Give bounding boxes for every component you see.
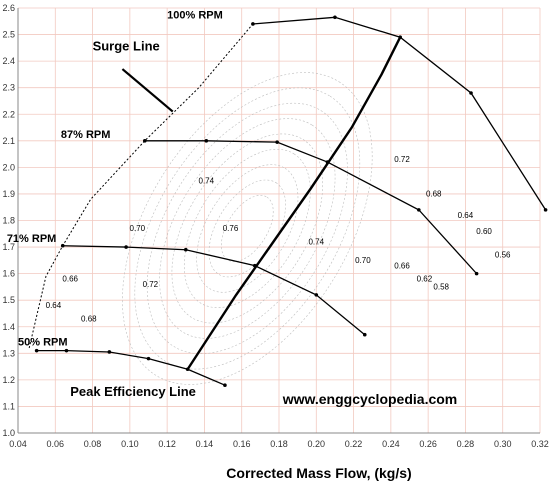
efficiency-contour [134, 87, 361, 370]
y-tick-label: 1.5 [2, 295, 15, 305]
efficiency-label: 0.66 [394, 261, 410, 270]
y-tick-label: 1.0 [2, 428, 15, 438]
series-peak-efficiency-line [186, 36, 402, 370]
surge-line-pointer [121, 68, 174, 113]
efficiency-label: 0.74 [199, 176, 215, 185]
efficiency-contour [159, 118, 336, 339]
y-tick-label: 1.4 [2, 322, 15, 332]
x-axis-title: Corrected Mass Flow, (kg/s) [226, 465, 411, 481]
efficiency-label: 0.56 [495, 251, 511, 260]
axes: 0.04 0.06 0.08 0.10 0.12 0.14 0.16 0.18 0.20 0.22… [2, 3, 548, 481]
efficiency-label: 0.58 [433, 283, 449, 292]
efficiency-label: 0.72 [394, 155, 410, 164]
efficiency-contours [122, 72, 373, 385]
efficiency-contour [196, 164, 299, 293]
data-point [107, 350, 112, 354]
data-point [275, 140, 279, 144]
series-100-rpm [252, 16, 547, 211]
series-lines [28, 15, 548, 387]
efficiency-label: 0.64 [458, 211, 474, 220]
x-tick-label: 0.06 [47, 439, 65, 449]
y-tick-label: 1.9 [2, 189, 15, 199]
series-87-rpm [144, 140, 478, 275]
y-tick-label: 2.1 [2, 136, 15, 146]
x-tick-label: 0.30 [494, 439, 512, 449]
series-surge-line [28, 23, 254, 349]
labels: 100% RPM 87% RPM 71% RPM 50% RPM Surge Line P… [7, 10, 511, 407]
y-tick-label: 1.8 [2, 216, 15, 226]
data-point [124, 245, 128, 249]
efficiency-label: 0.60 [476, 227, 492, 236]
data-point [183, 247, 188, 252]
efficiency-contour [146, 102, 348, 355]
x-tick-label: 0.22 [345, 439, 363, 449]
y-tick-label: 1.7 [2, 242, 15, 252]
efficiency-label: 0.68 [81, 314, 97, 323]
data-point [146, 356, 151, 361]
x-tick-label: 0.10 [121, 439, 139, 449]
series-71-rpm [62, 245, 366, 336]
efficiency-contour [122, 72, 373, 385]
y-tick-label: 1.2 [2, 375, 15, 385]
y-tick-label: 2.3 [2, 83, 15, 93]
annotation-label: Surge Line [93, 39, 160, 54]
y-tick-label: 2.6 [2, 3, 15, 13]
annotation-label: 50% RPM [18, 336, 68, 348]
efficiency-label: 0.72 [143, 280, 159, 289]
data-point [474, 271, 479, 276]
y-tick-label: 2.0 [2, 162, 15, 172]
data-point [34, 348, 39, 353]
series-50-rpm [36, 350, 226, 386]
efficiency-label: 0.74 [308, 237, 324, 246]
efficiency-label: 0.66 [62, 275, 78, 284]
x-tick-label: 0.26 [419, 439, 437, 449]
x-tick-label: 0.20 [308, 439, 326, 449]
data-point [469, 91, 473, 95]
grid [17, 7, 541, 434]
efficiency-contour [171, 133, 324, 324]
x-tick-label: 0.12 [158, 439, 176, 449]
y-tick-label: 1.6 [2, 269, 15, 279]
data-point [314, 293, 319, 297]
y-tick-label: 1.3 [2, 348, 15, 358]
x-tick-label: 0.04 [9, 439, 27, 449]
x-tick-label: 0.28 [457, 439, 475, 449]
data-point [543, 208, 548, 212]
x-tick-label: 0.16 [233, 439, 251, 449]
annotation-label: 87% RPM [61, 129, 111, 141]
efficiency-label: 0.70 [355, 256, 371, 265]
x-tick-label: 0.14 [196, 439, 214, 449]
annotation-label: www.enggcyclopedia.com [282, 391, 458, 407]
y-tick-label: 1.1 [2, 401, 15, 411]
y-tick-label: 2.2 [2, 109, 15, 119]
efficiency-label: 0.68 [426, 190, 442, 199]
efficiency-label: 0.64 [46, 301, 62, 310]
y-tick-label: 2.4 [2, 56, 15, 66]
x-tick-label: 0.18 [270, 439, 288, 449]
annotation-label: 71% RPM [7, 233, 57, 245]
data-point [204, 139, 209, 143]
annotation-label: Peak Efficiency Line [70, 384, 196, 399]
efficiency-contour [183, 148, 311, 308]
x-tick-label: 0.32 [531, 439, 549, 449]
efficiency-label: 0.76 [223, 224, 239, 233]
efficiency-label: 0.62 [417, 275, 433, 284]
efficiency-contour [221, 195, 274, 262]
data-point [223, 383, 227, 387]
y-tick-label: 2.5 [2, 30, 15, 40]
x-tick-label: 0.08 [84, 439, 102, 449]
data-point [417, 208, 421, 212]
efficiency-label: 0.70 [130, 224, 146, 233]
data-point [362, 332, 367, 337]
x-tick-label: 0.24 [382, 439, 400, 449]
data-point [64, 348, 69, 353]
efficiency-contour [208, 179, 286, 278]
data-point [333, 15, 337, 20]
annotation-label: 100% RPM [167, 10, 223, 22]
